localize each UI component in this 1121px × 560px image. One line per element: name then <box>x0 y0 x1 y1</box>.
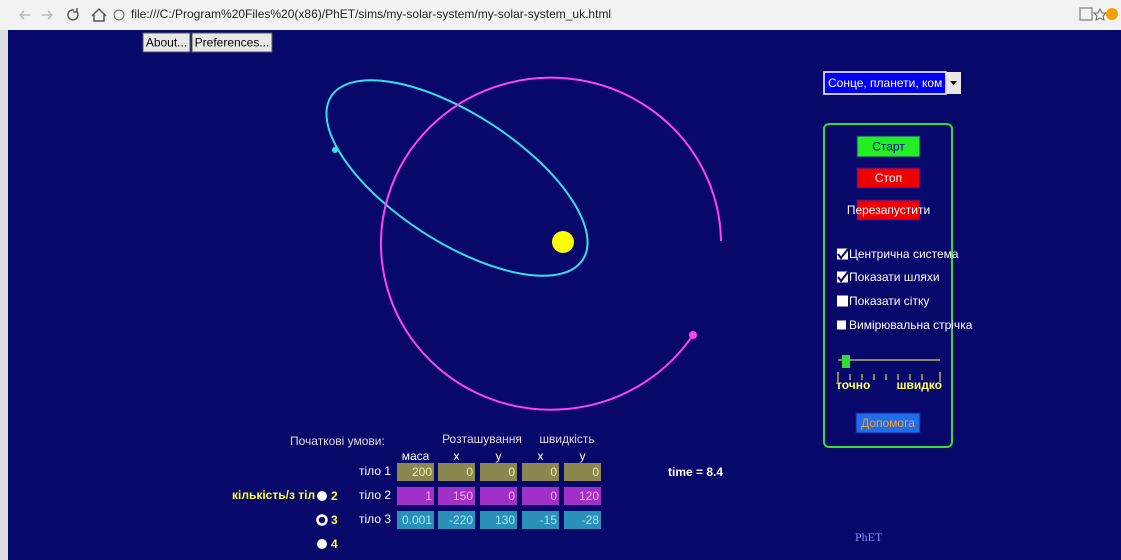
slider-thumb[interactable] <box>842 355 850 368</box>
row-label: тіло 1 <box>359 464 391 478</box>
input-value[interactable]: 0 <box>550 489 557 503</box>
radio-label[interactable]: 3 <box>331 513 338 527</box>
phet-logo[interactable]: PhET <box>855 530 883 544</box>
column-header: x <box>538 449 544 463</box>
page-edge <box>0 30 8 560</box>
start-button[interactable]: Старт <box>872 140 905 154</box>
input-value[interactable]: -28 <box>582 513 600 527</box>
screen: file:///C:/Program%20Files%20(x86)/PhET/… <box>0 0 1121 560</box>
help-button[interactable]: Допомога <box>861 416 915 430</box>
planet[interactable] <box>332 147 338 153</box>
page: file:///C:/Program%20Files%20(x86)/PhET/… <box>0 0 1121 560</box>
planet[interactable] <box>689 331 697 339</box>
slider-max-label: швидко <box>896 378 942 392</box>
input-value[interactable]: 0 <box>550 465 557 479</box>
checkbox[interactable] <box>837 321 846 330</box>
column-header: y <box>496 449 502 463</box>
input-value[interactable]: 0 <box>508 489 515 503</box>
dropdown-text[interactable]: Сонце, планети, ком <box>828 76 942 90</box>
position-header: Розташування <box>442 432 522 446</box>
radio-button[interactable] <box>318 540 327 549</box>
radio-label[interactable]: 4 <box>331 537 338 551</box>
input-value[interactable]: 200 <box>412 465 432 479</box>
input-value[interactable]: 1 <box>425 489 432 503</box>
column-header: x <box>454 449 460 463</box>
conditions-title: Початкові умови: <box>290 434 385 448</box>
checkbox-label[interactable]: Показати шляхи <box>849 270 940 284</box>
input-value[interactable]: -220 <box>449 513 473 527</box>
radio-button[interactable] <box>318 492 327 501</box>
time-readout: time = 8.4 <box>668 465 723 479</box>
row-label: тіло 2 <box>359 488 391 502</box>
input-value[interactable]: 0.001 <box>402 513 432 527</box>
column-header: y <box>580 449 586 463</box>
checkbox-label[interactable]: Центрична система <box>849 247 959 261</box>
radio-button[interactable] <box>318 516 327 525</box>
checkbox-label[interactable]: Показати сітку <box>849 294 929 308</box>
radio-label[interactable]: 2 <box>331 489 338 503</box>
stop-button[interactable]: Стоп <box>875 171 902 185</box>
body-count-label: кількість/з тіл <box>232 488 315 502</box>
row-label: тіло 3 <box>359 512 391 526</box>
checkbox[interactable] <box>837 296 848 307</box>
velocity-header: швидкість <box>539 432 594 446</box>
slider-min-label: точно <box>836 378 870 392</box>
update-icon[interactable] <box>1106 8 1118 20</box>
checkbox-label[interactable]: Вимірювальна стрічка <box>849 318 973 332</box>
url[interactable]: file:///C:/Program%20Files%20(x86)/PhET/… <box>131 7 611 21</box>
input-value[interactable]: 0 <box>508 465 515 479</box>
reset-button[interactable]: Перезапустити <box>847 203 930 217</box>
input-value[interactable]: 150 <box>453 489 473 503</box>
input-value[interactable]: -15 <box>540 513 558 527</box>
sun[interactable] <box>552 231 574 253</box>
input-value[interactable]: 0 <box>592 465 599 479</box>
input-value[interactable]: 0 <box>466 465 473 479</box>
input-value[interactable]: 120 <box>579 489 599 503</box>
column-header: маса <box>402 449 430 463</box>
about-button[interactable]: About... <box>146 36 187 50</box>
preferences-button[interactable]: Preferences... <box>195 36 270 50</box>
input-value[interactable]: 130 <box>495 513 515 527</box>
